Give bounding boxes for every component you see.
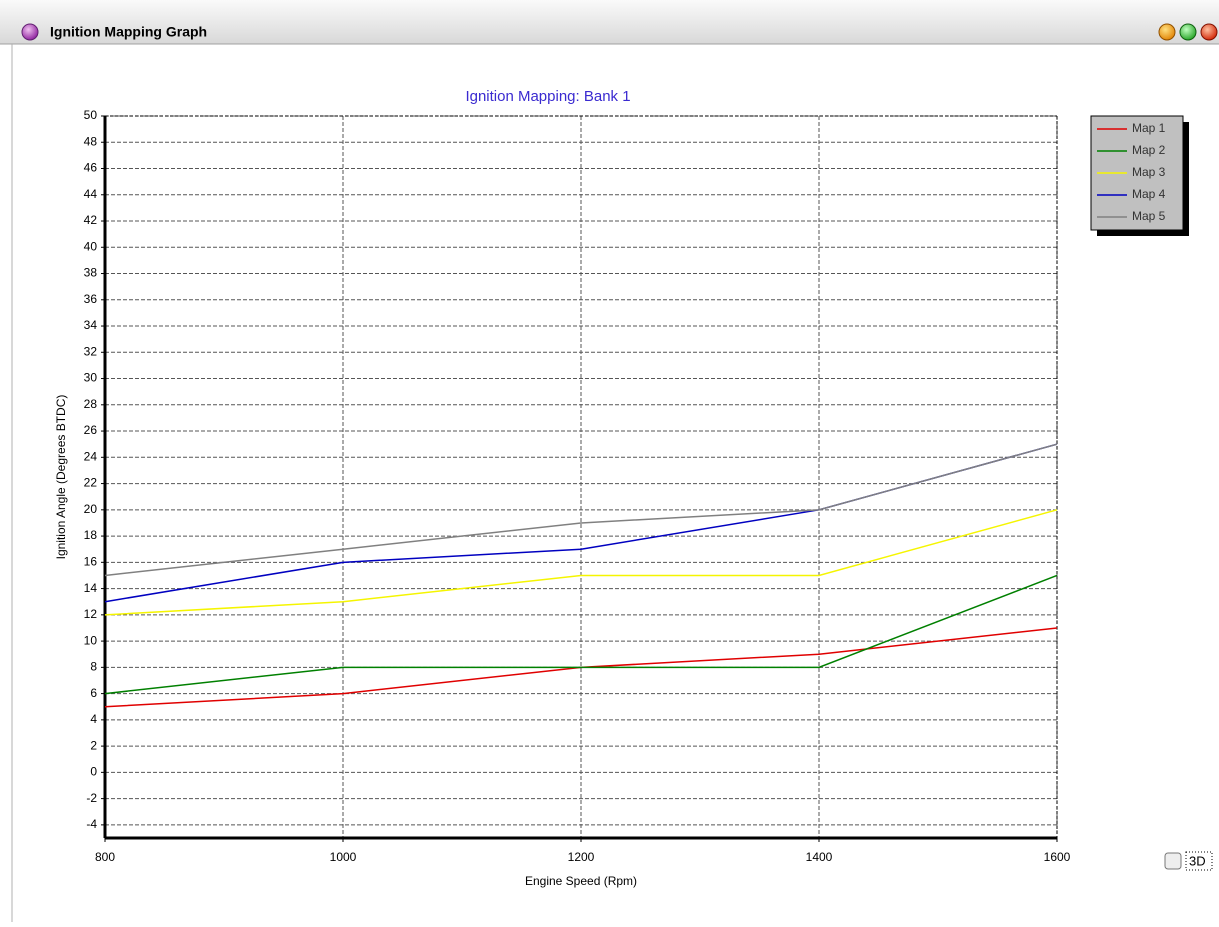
checkbox-label[interactable]: 3D — [1189, 853, 1206, 868]
maximize-button[interactable] — [1179, 23, 1197, 41]
y-tick-label: 8 — [90, 660, 97, 674]
x-tick-label: 1600 — [1044, 850, 1071, 864]
close-button[interactable] — [1200, 23, 1218, 41]
y-tick-label: 16 — [84, 554, 98, 568]
y-tick-label: -4 — [86, 817, 97, 831]
series-line — [104, 443, 1058, 577]
y-tick-label: 26 — [84, 423, 98, 437]
focus-box — [1185, 851, 1213, 871]
legend-label: Map 3 — [1132, 165, 1166, 179]
y-tick-label: 48 — [84, 134, 98, 148]
y-tick-label: -2 — [86, 791, 97, 805]
x-tick-label: 1200 — [568, 850, 595, 864]
x-tick-label: 1000 — [330, 850, 357, 864]
y-tick-label: 2 — [90, 738, 97, 752]
y-tick-label: 36 — [84, 292, 98, 306]
y-tick-label: 18 — [84, 528, 98, 542]
y-tick-label: 44 — [84, 187, 98, 201]
x-tick-label: 1400 — [806, 850, 833, 864]
y-tick-label: 24 — [84, 449, 98, 463]
legend-label: Map 1 — [1132, 121, 1166, 135]
checkbox[interactable] — [1164, 852, 1182, 870]
window-icon — [21, 23, 39, 41]
y-tick-label: 20 — [84, 502, 98, 516]
x-tick-label: 800 — [95, 850, 115, 864]
title-bar — [0, 0, 1219, 44]
y-tick-label: 30 — [84, 371, 98, 385]
series-line — [104, 574, 1058, 695]
y-tick-label: 28 — [84, 397, 98, 411]
window-title: Ignition Mapping Graph — [50, 24, 207, 40]
y-tick-label: 4 — [90, 712, 97, 726]
y-tick-label: 10 — [84, 633, 98, 647]
y-tick-label: 46 — [84, 161, 98, 175]
y-tick-label: 6 — [90, 686, 97, 700]
series-line — [104, 509, 1058, 616]
chart-title: Ignition Mapping: Bank 1 — [465, 88, 630, 105]
y-tick-label: 40 — [84, 239, 98, 253]
y-tick-label: 38 — [84, 266, 98, 280]
y-tick-label: 12 — [84, 607, 98, 621]
legend-label: Map 5 — [1132, 209, 1166, 223]
y-tick-label: 0 — [90, 765, 97, 779]
y-tick-label: 14 — [84, 581, 98, 595]
y-tick-label: 22 — [84, 476, 98, 490]
y-tick-label: 34 — [84, 318, 98, 332]
legend-label: Map 4 — [1132, 187, 1166, 201]
y-tick-label: 50 — [84, 108, 98, 122]
minimize-button[interactable] — [1158, 23, 1176, 41]
x-axis-label: Engine Speed (Rpm) — [525, 874, 637, 888]
y-tick-label: 32 — [84, 344, 98, 358]
legend-label: Map 2 — [1132, 143, 1166, 157]
y-axis-label: Ignition Angle (Degrees BTDC) — [54, 395, 68, 560]
chart: Ignition Mapping: Bank 1 Engine Speed (R… — [54, 88, 1189, 888]
y-tick-label: 42 — [84, 213, 98, 227]
